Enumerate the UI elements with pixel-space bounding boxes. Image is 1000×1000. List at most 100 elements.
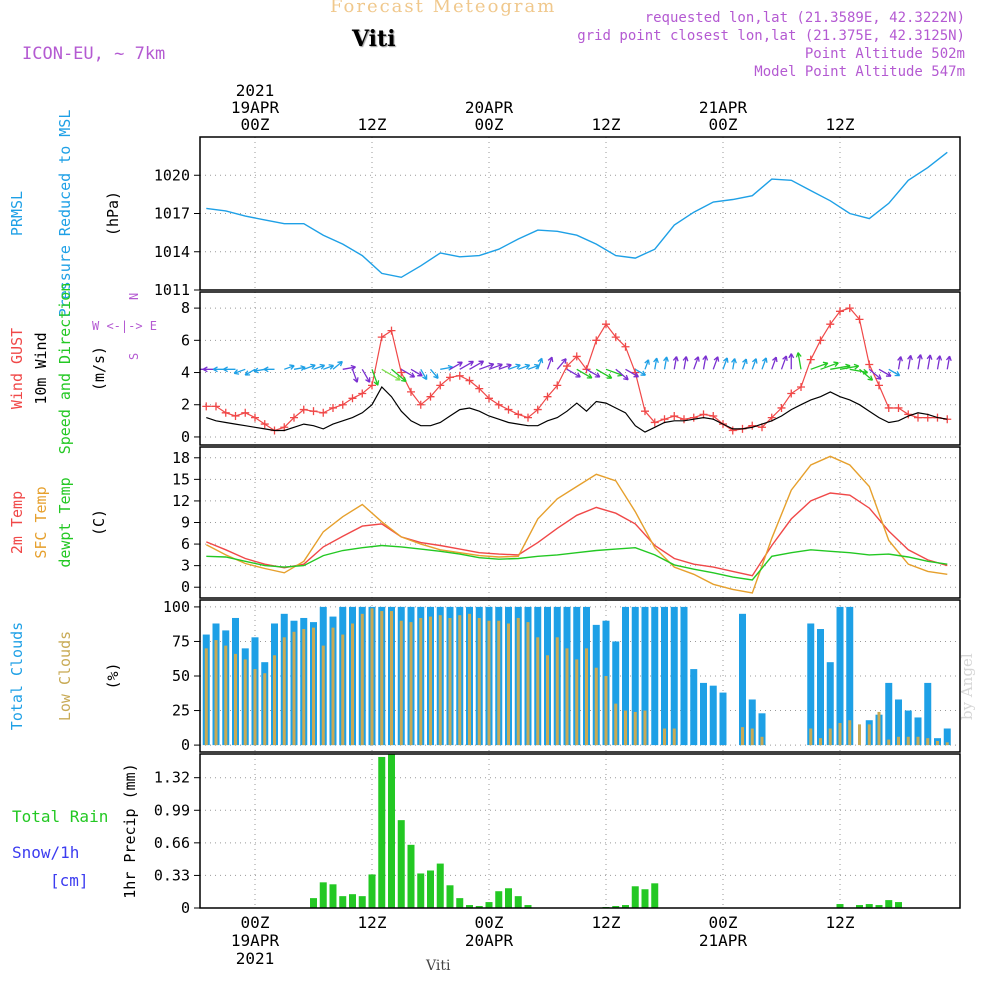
panel-frame (199, 136, 961, 291)
low-cloud-bar (604, 676, 608, 746)
low-cloud-bar (926, 738, 930, 746)
gust-point (377, 333, 386, 342)
wind-direction-arrow (761, 357, 768, 370)
gust-point (329, 403, 337, 412)
rain-bar (895, 902, 902, 908)
grid-point-coords: grid point closest lon,lat (21.375E, 42.… (577, 28, 965, 44)
gust-point (689, 413, 698, 422)
wind-direction-arrow (663, 356, 669, 370)
wind-direction-arrow (849, 368, 869, 375)
gust-point (309, 407, 318, 416)
wind-direction-arrow (313, 363, 326, 370)
y-tick-label: 50 (172, 667, 190, 685)
wind-direction-arrow (303, 363, 316, 370)
gust-point (797, 383, 805, 392)
series-line-sfc_temp (205, 455, 948, 594)
wind-direction-arrow (625, 368, 640, 378)
rain-bar (446, 885, 454, 908)
rain-bar (836, 904, 844, 908)
panel-wind: 0 2 4 6 8 N W <-|-> E S Wind GUST 10m Wind Speed a… (8, 283, 961, 454)
series-line-temp2m (206, 492, 948, 577)
low-cloud-bar (321, 645, 325, 746)
gust-point (553, 381, 562, 390)
low-cloud-bar (429, 616, 432, 746)
gust-point (465, 376, 474, 385)
rain-bar (310, 898, 317, 908)
rain-bar (641, 889, 649, 908)
footer-location: Viti (426, 958, 451, 974)
time-label-bottom: 20APR (465, 931, 514, 950)
rain-bar (358, 896, 366, 908)
low-cloud-bar (234, 653, 237, 746)
low-cloud-bar (614, 703, 618, 746)
low-cloud-bar (507, 623, 510, 746)
chart-title: Forecast Meteogram (330, 0, 557, 17)
wind-direction-arrow (731, 358, 737, 370)
low-cloud-bar (312, 627, 315, 746)
time-label-bottom: 00Z (709, 913, 738, 932)
wind-direction-arrow (712, 356, 720, 370)
rain-bar (856, 905, 863, 908)
wind-direction-arrow (518, 363, 531, 370)
low-cloud-bar (341, 634, 345, 746)
rain-bar (319, 882, 327, 908)
total-cloud-bar (661, 606, 668, 746)
wind-direction-arrow (810, 361, 829, 370)
wind-direction-arrow (546, 356, 554, 370)
y-tick-label: 15 (172, 470, 190, 488)
y-axis-label: Total Clouds (8, 622, 26, 730)
gust-point (455, 371, 464, 380)
panel-pressure: 1011 1014 1017 1020 PRMSL Pressure Reduced to… (8, 110, 961, 317)
low-cloud-bar (331, 627, 335, 746)
y-axis-label: Wind GUST (8, 328, 26, 409)
low-cloud-bar (858, 724, 861, 746)
total-cloud-bar (807, 623, 815, 746)
gust-point (621, 342, 630, 351)
rain-bar (407, 844, 415, 908)
total-cloud-bar (612, 641, 620, 746)
gust-point (202, 402, 211, 411)
total-cloud-bar (748, 699, 756, 746)
low-cloud-bar (575, 659, 579, 746)
low-cloud-bar (302, 629, 306, 746)
y-tick-label: 6 (181, 535, 190, 553)
panel-precip: 0 0.33 0.66 0.99 1.32 1hr Precip (mm) Total Ra… (12, 753, 961, 917)
plot-area (206, 151, 948, 279)
total-cloud-bar (836, 606, 844, 746)
low-cloud-bar (243, 659, 247, 746)
total-cloud-bar (622, 606, 629, 746)
rain-bar (368, 874, 376, 908)
wind-direction-arrow (634, 368, 647, 376)
low-cloud-bar (594, 667, 598, 746)
total-cloud-bar (846, 606, 854, 746)
gust-point (494, 400, 503, 409)
y-axis-label: PRMSL (8, 191, 26, 236)
gust-point (670, 412, 679, 421)
y-tick-label: 100 (163, 598, 190, 616)
wind-direction-arrow (222, 366, 236, 373)
low-cloud-bar (555, 637, 559, 746)
wind-direction-arrow (323, 364, 335, 370)
requested-coords: requested lon,lat (21.3589E, 42.3222N) (644, 10, 965, 26)
wind-direction-arrow (644, 359, 650, 370)
y-tick-label: 18 (172, 449, 190, 467)
wind-direction-arrow (751, 358, 758, 370)
low-cloud-bar (546, 655, 549, 746)
gust-point (592, 336, 601, 345)
total-cloud-bar (739, 613, 746, 746)
rain-bar (378, 756, 386, 908)
wind-direction-arrow (615, 368, 629, 381)
gust-point (426, 392, 435, 401)
point-altitude: Point Altitude 502m (804, 46, 965, 62)
low-cloud-bar (526, 622, 530, 746)
rain-bar (622, 905, 629, 908)
low-cloud-bar (585, 648, 588, 746)
y-tick-label: 1020 (154, 166, 190, 184)
total-cloud-bar (758, 713, 766, 746)
y-tick-label: 2 (181, 396, 190, 414)
wind-direction-arrow (788, 353, 795, 370)
low-cloud-bar (916, 736, 920, 746)
total-cloud-bar (904, 710, 912, 746)
low-cloud-bar (897, 736, 900, 746)
